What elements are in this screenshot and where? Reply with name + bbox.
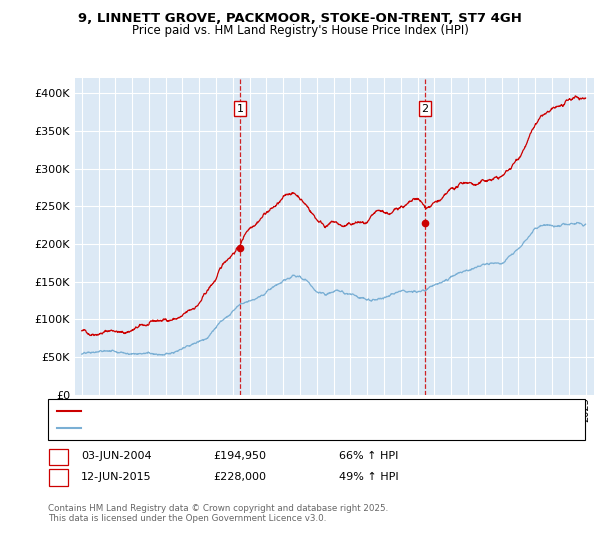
Text: £194,950: £194,950 xyxy=(213,451,266,461)
Text: 49% ↑ HPI: 49% ↑ HPI xyxy=(339,472,398,482)
Text: 9, LINNETT GROVE, PACKMOOR, STOKE-ON-TRENT, ST7 4GH: 9, LINNETT GROVE, PACKMOOR, STOKE-ON-TRE… xyxy=(78,12,522,25)
Text: Price paid vs. HM Land Registry's House Price Index (HPI): Price paid vs. HM Land Registry's House … xyxy=(131,24,469,37)
Text: Contains HM Land Registry data © Crown copyright and database right 2025.
This d: Contains HM Land Registry data © Crown c… xyxy=(48,504,388,524)
Text: £228,000: £228,000 xyxy=(213,472,266,482)
Text: 12-JUN-2015: 12-JUN-2015 xyxy=(81,472,152,482)
Text: 2: 2 xyxy=(421,104,428,114)
Text: 9, LINNETT GROVE, PACKMOOR, STOKE-ON-TRENT, ST7 4GH (detached house): 9, LINNETT GROVE, PACKMOOR, STOKE-ON-TRE… xyxy=(86,405,493,416)
Text: HPI: Average price, detached house, Stoke-on-Trent: HPI: Average price, detached house, Stok… xyxy=(86,423,353,433)
Text: 03-JUN-2004: 03-JUN-2004 xyxy=(81,451,152,461)
Text: 66% ↑ HPI: 66% ↑ HPI xyxy=(339,451,398,461)
Text: 1: 1 xyxy=(236,104,244,114)
Text: 1: 1 xyxy=(55,451,62,461)
Text: 2: 2 xyxy=(55,472,62,482)
